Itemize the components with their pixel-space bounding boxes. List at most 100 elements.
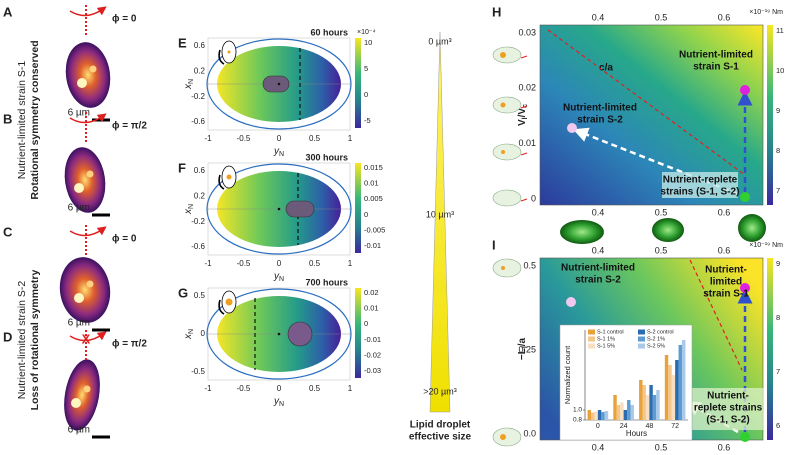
legend-swatch <box>638 343 645 349</box>
side-label: Loss of rotational symmetry <box>29 270 41 411</box>
icon-droplet <box>225 298 233 306</box>
colorbar-tick: 0.01 <box>364 179 379 188</box>
inset-bar <box>681 340 686 420</box>
x-tick-label: -1 <box>204 259 212 268</box>
inset-bar <box>597 410 602 420</box>
panel-letter: H <box>492 4 501 19</box>
inset-bar <box>664 355 669 420</box>
axis-letter: x <box>183 333 194 340</box>
inset-bar <box>668 365 672 420</box>
inset-bar <box>623 410 628 420</box>
axis-letter: x <box>183 83 194 90</box>
x-tick-label: 0.5 <box>309 384 321 393</box>
center-dot <box>277 82 281 86</box>
cell-icon <box>492 46 522 64</box>
scale-label: 6 µm <box>68 203 90 214</box>
icon-droplet <box>227 50 231 54</box>
phi-label: ϕ = 0 <box>112 14 137 25</box>
time-label: 60 hours <box>310 27 348 37</box>
rotation-arrow <box>69 6 107 17</box>
annotation: strains (S-1, S-2) <box>661 187 740 198</box>
y-tick-label: 0.03 <box>518 27 536 37</box>
cell-icon-arrow <box>520 152 528 156</box>
legend-label: S-1 control <box>597 329 624 335</box>
side-label: Rotational symmetry conserved <box>29 40 41 199</box>
colorbar-unit: ×10⁻¹⁹ Nm <box>749 9 783 16</box>
cell-icon-arrow <box>520 105 528 109</box>
cell-icon-arrow <box>520 55 528 59</box>
legend-label: S-1 5% <box>597 343 615 349</box>
colorbar-tick: 0.02 <box>364 288 379 297</box>
y-tick-label: 0.6 <box>194 41 206 50</box>
panel-letter: I <box>492 237 496 252</box>
cell-icon <box>492 189 522 207</box>
cell-spot <box>74 293 84 303</box>
annotation: Nutrient- <box>707 391 749 402</box>
colorbar-tick: 10 <box>776 66 784 75</box>
transition-arrow <box>573 127 739 196</box>
cell-image <box>64 147 106 213</box>
time-label: 300 hours <box>305 152 348 162</box>
y-tick-label: -0.5 <box>191 367 205 376</box>
x-tick-label: 1 <box>348 134 353 143</box>
colorbar-tick: 0 <box>364 210 368 219</box>
x-tick-label: 0.5 <box>309 259 321 268</box>
cell-icon <box>492 427 522 447</box>
boundary <box>689 259 743 371</box>
y-axis-label: xN <box>183 329 195 340</box>
cell-boundary <box>206 163 352 255</box>
panel-letter: E <box>178 35 187 50</box>
inset-bar <box>630 405 634 420</box>
inset-y-tick: 0.8 <box>573 417 582 424</box>
icon-arrow <box>218 49 225 65</box>
size-label: >20 µm³ <box>423 386 456 396</box>
inset-bar <box>594 411 598 420</box>
inset-bar <box>591 412 595 420</box>
inset-bar <box>678 345 682 420</box>
legend-swatch <box>588 343 595 349</box>
inset-x-tick: 24 <box>620 423 628 430</box>
colorbar <box>355 38 361 128</box>
annotation: Nutrient-replete <box>663 175 738 186</box>
inset-bar <box>652 395 657 420</box>
annotation: Nutrient-limited <box>561 263 635 274</box>
x-tick-label: 0.5 <box>655 12 668 22</box>
size-caption: effective size <box>409 432 472 443</box>
state-marker <box>740 85 750 95</box>
cell-image <box>64 359 100 431</box>
y-tick-label: 0.2 <box>194 191 206 200</box>
legend-label: S-2 control <box>647 329 674 335</box>
inset-bar <box>627 400 631 420</box>
colorbar-tick: -0.02 <box>364 350 381 359</box>
annotation: strain S-2 <box>575 275 621 286</box>
colorbar-exponent: ×10⁻⁴ <box>357 29 376 36</box>
x-tick-label: 0.6 <box>718 442 731 452</box>
legend-label: S-1 1% <box>597 336 615 342</box>
icon-arrow <box>218 299 225 315</box>
droplet <box>285 200 315 218</box>
x-tick-label: -0.5 <box>237 259 251 268</box>
cell-icon-droplet <box>500 434 506 440</box>
droplet <box>262 75 290 93</box>
y-tick-label: 0.5 <box>523 260 536 270</box>
axis-part: V <box>517 119 528 126</box>
colorbar-tick: -0.01 <box>364 241 381 250</box>
cell-icon-droplet <box>501 150 505 154</box>
colorbar <box>767 258 773 440</box>
axis-letter: y <box>273 396 280 407</box>
axis-part: c <box>522 104 529 108</box>
annotation: replete strains <box>694 403 763 414</box>
cell-icon-arrow <box>520 198 528 202</box>
rotation-arrow <box>69 113 107 124</box>
inset-bar <box>601 412 605 420</box>
cell-spot <box>86 280 94 288</box>
rotation-arrow <box>69 226 107 237</box>
size-wedge <box>429 31 451 413</box>
icon-droplet <box>226 174 232 180</box>
inset-bar <box>639 380 643 420</box>
axis-letter: x <box>183 208 194 215</box>
inset-y-tick: 1.0 <box>573 407 582 414</box>
x-tick-label: -0.5 <box>237 134 251 143</box>
annotation: limited <box>710 277 742 288</box>
size-label: 0 µm³ <box>428 36 451 46</box>
